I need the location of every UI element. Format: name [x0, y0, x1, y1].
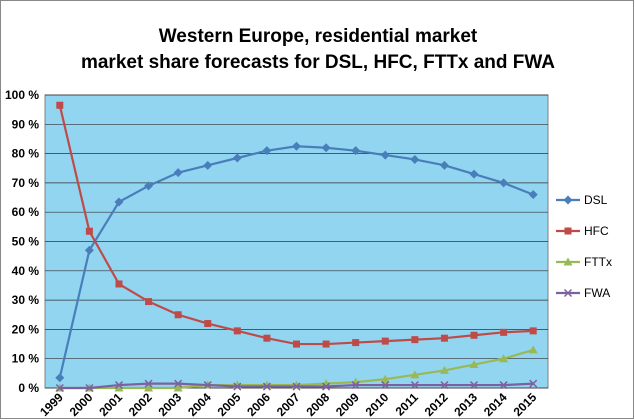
data-point	[233, 327, 241, 335]
y-tick-label: 10 %	[12, 352, 40, 366]
data-point	[56, 101, 64, 109]
data-point	[499, 354, 509, 363]
data-point	[529, 379, 538, 388]
y-tick-label: 40 %	[12, 264, 40, 278]
data-point	[263, 334, 271, 342]
data-point	[55, 373, 65, 383]
data-point	[262, 382, 271, 391]
data-point	[470, 331, 478, 339]
legend-label: FWA	[584, 286, 610, 300]
data-point	[85, 383, 94, 393]
data-point	[440, 334, 448, 342]
data-point	[115, 280, 123, 288]
data-point	[322, 340, 330, 348]
data-point	[380, 150, 390, 160]
data-point	[351, 146, 361, 156]
data-point	[173, 168, 183, 178]
y-tick-label: 50 %	[12, 235, 40, 249]
data-point	[145, 298, 153, 306]
chart-title: market share forecasts for DSL, HFC, FTT…	[81, 52, 555, 73]
data-point	[85, 227, 93, 235]
data-point	[292, 382, 301, 391]
data-point	[439, 365, 449, 374]
data-point	[144, 383, 154, 392]
data-point	[262, 146, 272, 156]
data-point	[144, 181, 154, 191]
legend-label: DSL	[584, 193, 608, 207]
y-tick-label: 80 %	[12, 147, 40, 161]
data-point	[204, 320, 212, 328]
data-point	[411, 336, 419, 344]
y-tick-label: 20 %	[12, 322, 40, 336]
data-point	[174, 311, 182, 319]
data-point	[114, 381, 124, 390]
data-point	[55, 383, 64, 393]
data-point	[292, 141, 301, 151]
data-point	[381, 337, 389, 345]
data-point	[233, 382, 242, 391]
legend-marker	[563, 195, 573, 205]
legend-label: HFC	[584, 224, 609, 238]
data-point	[410, 370, 420, 379]
y-tick-label: 70 %	[12, 176, 40, 190]
data-point	[500, 328, 508, 336]
data-point	[321, 143, 331, 153]
y-tick-label: 90 %	[12, 117, 40, 131]
data-point	[410, 381, 419, 390]
data-point	[469, 360, 479, 369]
data-point	[203, 160, 213, 170]
legend-label: FTTx	[584, 255, 612, 269]
data-point	[439, 160, 449, 170]
data-point	[469, 169, 479, 179]
chart-title: Western Europe, residential market	[159, 26, 478, 47]
data-point	[114, 383, 124, 392]
y-tick-label: 0 %	[18, 381, 39, 395]
data-point	[528, 345, 538, 354]
data-point	[410, 154, 420, 164]
data-point	[440, 381, 449, 390]
y-tick-label: 30 %	[12, 293, 40, 307]
legend-marker	[564, 227, 572, 235]
data-point	[114, 197, 124, 207]
data-point	[293, 340, 300, 348]
data-point	[381, 381, 390, 390]
data-point	[322, 382, 331, 391]
data-point	[528, 190, 538, 200]
data-point	[174, 379, 183, 388]
data-point	[499, 381, 508, 390]
data-point	[173, 383, 183, 392]
data-point	[351, 381, 360, 390]
data-point	[352, 339, 360, 347]
data-point	[529, 327, 537, 335]
y-tick-label: 100 %	[5, 88, 39, 102]
legend-marker	[563, 288, 573, 298]
data-point	[84, 245, 94, 255]
data-point	[144, 379, 153, 388]
data-point	[232, 153, 242, 163]
data-point	[380, 374, 390, 383]
data-point	[469, 381, 479, 390]
data-point	[499, 178, 509, 188]
data-point	[203, 381, 212, 390]
legend-marker	[563, 257, 573, 266]
y-tick-label: 60 %	[12, 205, 40, 219]
